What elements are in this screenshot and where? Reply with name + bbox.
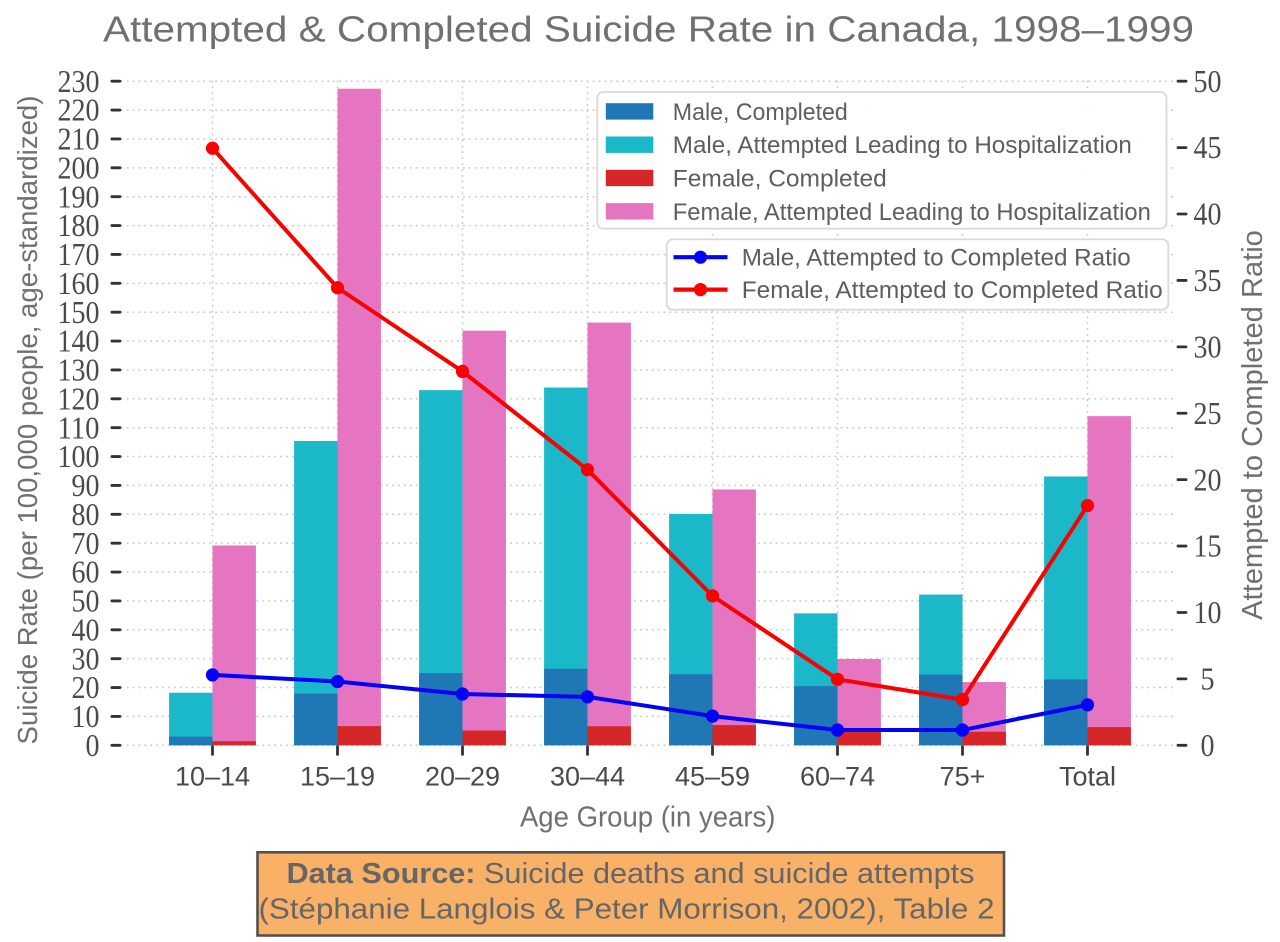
svg-text:50: 50 [1194,64,1222,99]
svg-text:15–19: 15–19 [300,762,375,792]
svg-text:Total: Total [1059,762,1116,792]
svg-text:45–59: 45–59 [675,762,750,792]
svg-text:Attempted to Completed Ratio: Attempted to Completed Ratio [1237,230,1269,620]
svg-text:15: 15 [1194,529,1222,564]
svg-text:50: 50 [72,584,100,619]
svg-text:20: 20 [1194,462,1222,497]
svg-text:Data Source: Suicide deaths an: Data Source: Suicide deaths and suicide … [287,858,975,890]
svg-text:Female, Attempted to Completed: Female, Attempted to Completed Ratio [742,277,1163,304]
svg-text:Attempted & Completed Suicide: Attempted & Completed Suicide Rate in Ca… [103,9,1194,50]
svg-text:25: 25 [1194,396,1222,431]
svg-text:230: 230 [58,64,100,99]
svg-text:Age Group (in years): Age Group (in years) [520,802,776,834]
svg-text:160: 160 [58,266,100,301]
svg-text:10–14: 10–14 [175,762,250,792]
svg-text:Suicide Rate (per 100,000 peop: Suicide Rate (per 100,000 people, age-st… [12,96,43,745]
svg-text:150: 150 [58,295,100,330]
svg-text:40: 40 [1194,197,1222,232]
svg-text:80: 80 [72,497,100,532]
svg-text:110: 110 [58,410,100,445]
svg-text:75+: 75+ [940,762,986,792]
svg-text:5: 5 [1201,661,1215,696]
svg-text:Male, Attempted Leading to Hos: Male, Attempted Leading to Hospitalizati… [673,132,1132,159]
svg-text:200: 200 [58,150,100,185]
svg-text:30: 30 [1194,329,1222,364]
svg-text:140: 140 [58,324,100,359]
svg-text:20–29: 20–29 [425,762,500,792]
svg-text:90: 90 [72,468,100,503]
svg-text:130: 130 [58,353,100,388]
svg-text:10: 10 [72,699,100,734]
svg-text:10: 10 [1194,595,1222,630]
svg-text:35: 35 [1194,263,1222,298]
svg-text:180: 180 [58,208,100,243]
svg-text:190: 190 [58,179,100,214]
svg-text:45: 45 [1194,130,1222,165]
svg-text:120: 120 [58,381,100,416]
svg-text:Male, Attempted to Completed R: Male, Attempted to Completed Ratio [742,245,1131,272]
svg-text:Female, Attempted Leading to H: Female, Attempted Leading to Hospitaliza… [673,199,1151,226]
svg-text:20: 20 [72,670,100,705]
svg-text:220: 220 [58,93,100,128]
svg-text:Male, Completed: Male, Completed [673,99,848,126]
svg-text:170: 170 [58,237,100,272]
svg-text:0: 0 [86,728,100,763]
svg-text:210: 210 [58,122,100,157]
svg-text:60: 60 [72,555,100,590]
svg-text:60–74: 60–74 [800,762,875,792]
svg-text:0: 0 [1201,728,1215,763]
svg-text:30: 30 [72,641,100,676]
svg-text:70: 70 [72,526,100,561]
svg-text:Female, Completed: Female, Completed [673,166,887,193]
svg-text:100: 100 [58,439,100,474]
svg-text:30–44: 30–44 [550,762,625,792]
svg-text:40: 40 [72,612,100,647]
svg-text:(Stéphanie Langlois & Peter Mo: (Stéphanie Langlois & Peter Morrison, 20… [259,894,995,926]
